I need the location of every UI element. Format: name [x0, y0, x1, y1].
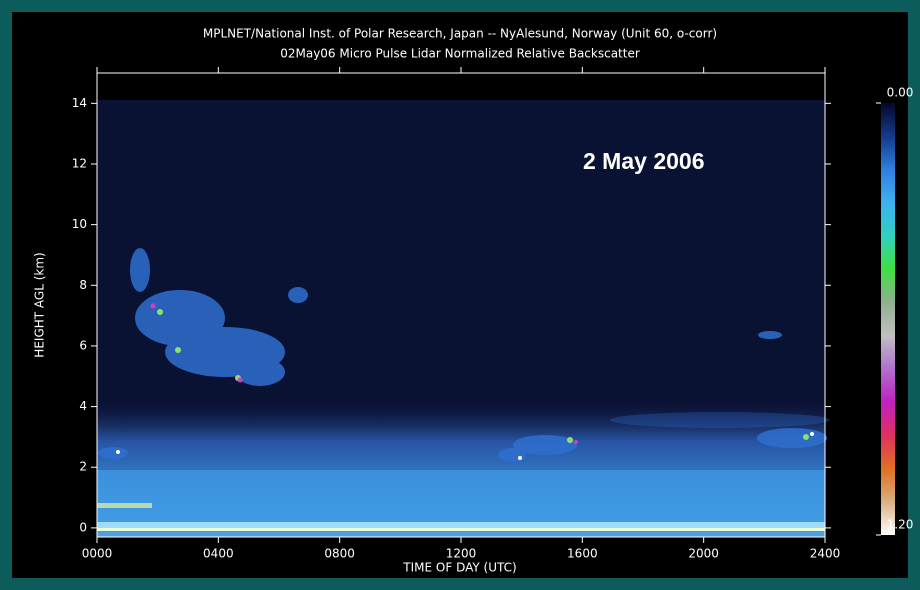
y-tick-label: 12: [72, 156, 87, 170]
chart-subtitle: 02May06 Micro Pulse Lidar Normalized Rel…: [280, 47, 640, 61]
y-tick-label: 4: [79, 399, 87, 413]
x-tick-label: 0400: [203, 547, 234, 561]
backscatter-field: [97, 100, 830, 537]
x-tick-label: 0000: [82, 547, 113, 561]
y-tick-label: 2: [79, 460, 87, 474]
annotation: 2 May 2006: [583, 148, 704, 174]
colorbar-tick-label: 0.00: [887, 86, 914, 100]
y-tick-label: 14: [72, 96, 87, 110]
y-axis-label: HEIGHT AGL (km): [33, 252, 47, 357]
x-tick-label: 1600: [567, 547, 598, 561]
y-tick-label: 8: [79, 278, 87, 292]
x-tick-label: 2000: [688, 547, 719, 561]
y-tick-label: 6: [79, 338, 87, 352]
x-tick-label: 1200: [446, 547, 477, 561]
x-tick-label: 0800: [324, 547, 355, 561]
y-tick-label: 10: [72, 217, 87, 231]
chart-title: MPLNET/National Inst. of Polar Research,…: [203, 27, 717, 41]
colorbar-tick-label: 1.20: [887, 518, 914, 532]
colorbar: [881, 103, 895, 535]
y-tick-label: 0: [79, 520, 87, 534]
x-axis-label: TIME OF DAY (UTC): [402, 561, 516, 575]
x-tick-label: 2400: [810, 547, 841, 561]
